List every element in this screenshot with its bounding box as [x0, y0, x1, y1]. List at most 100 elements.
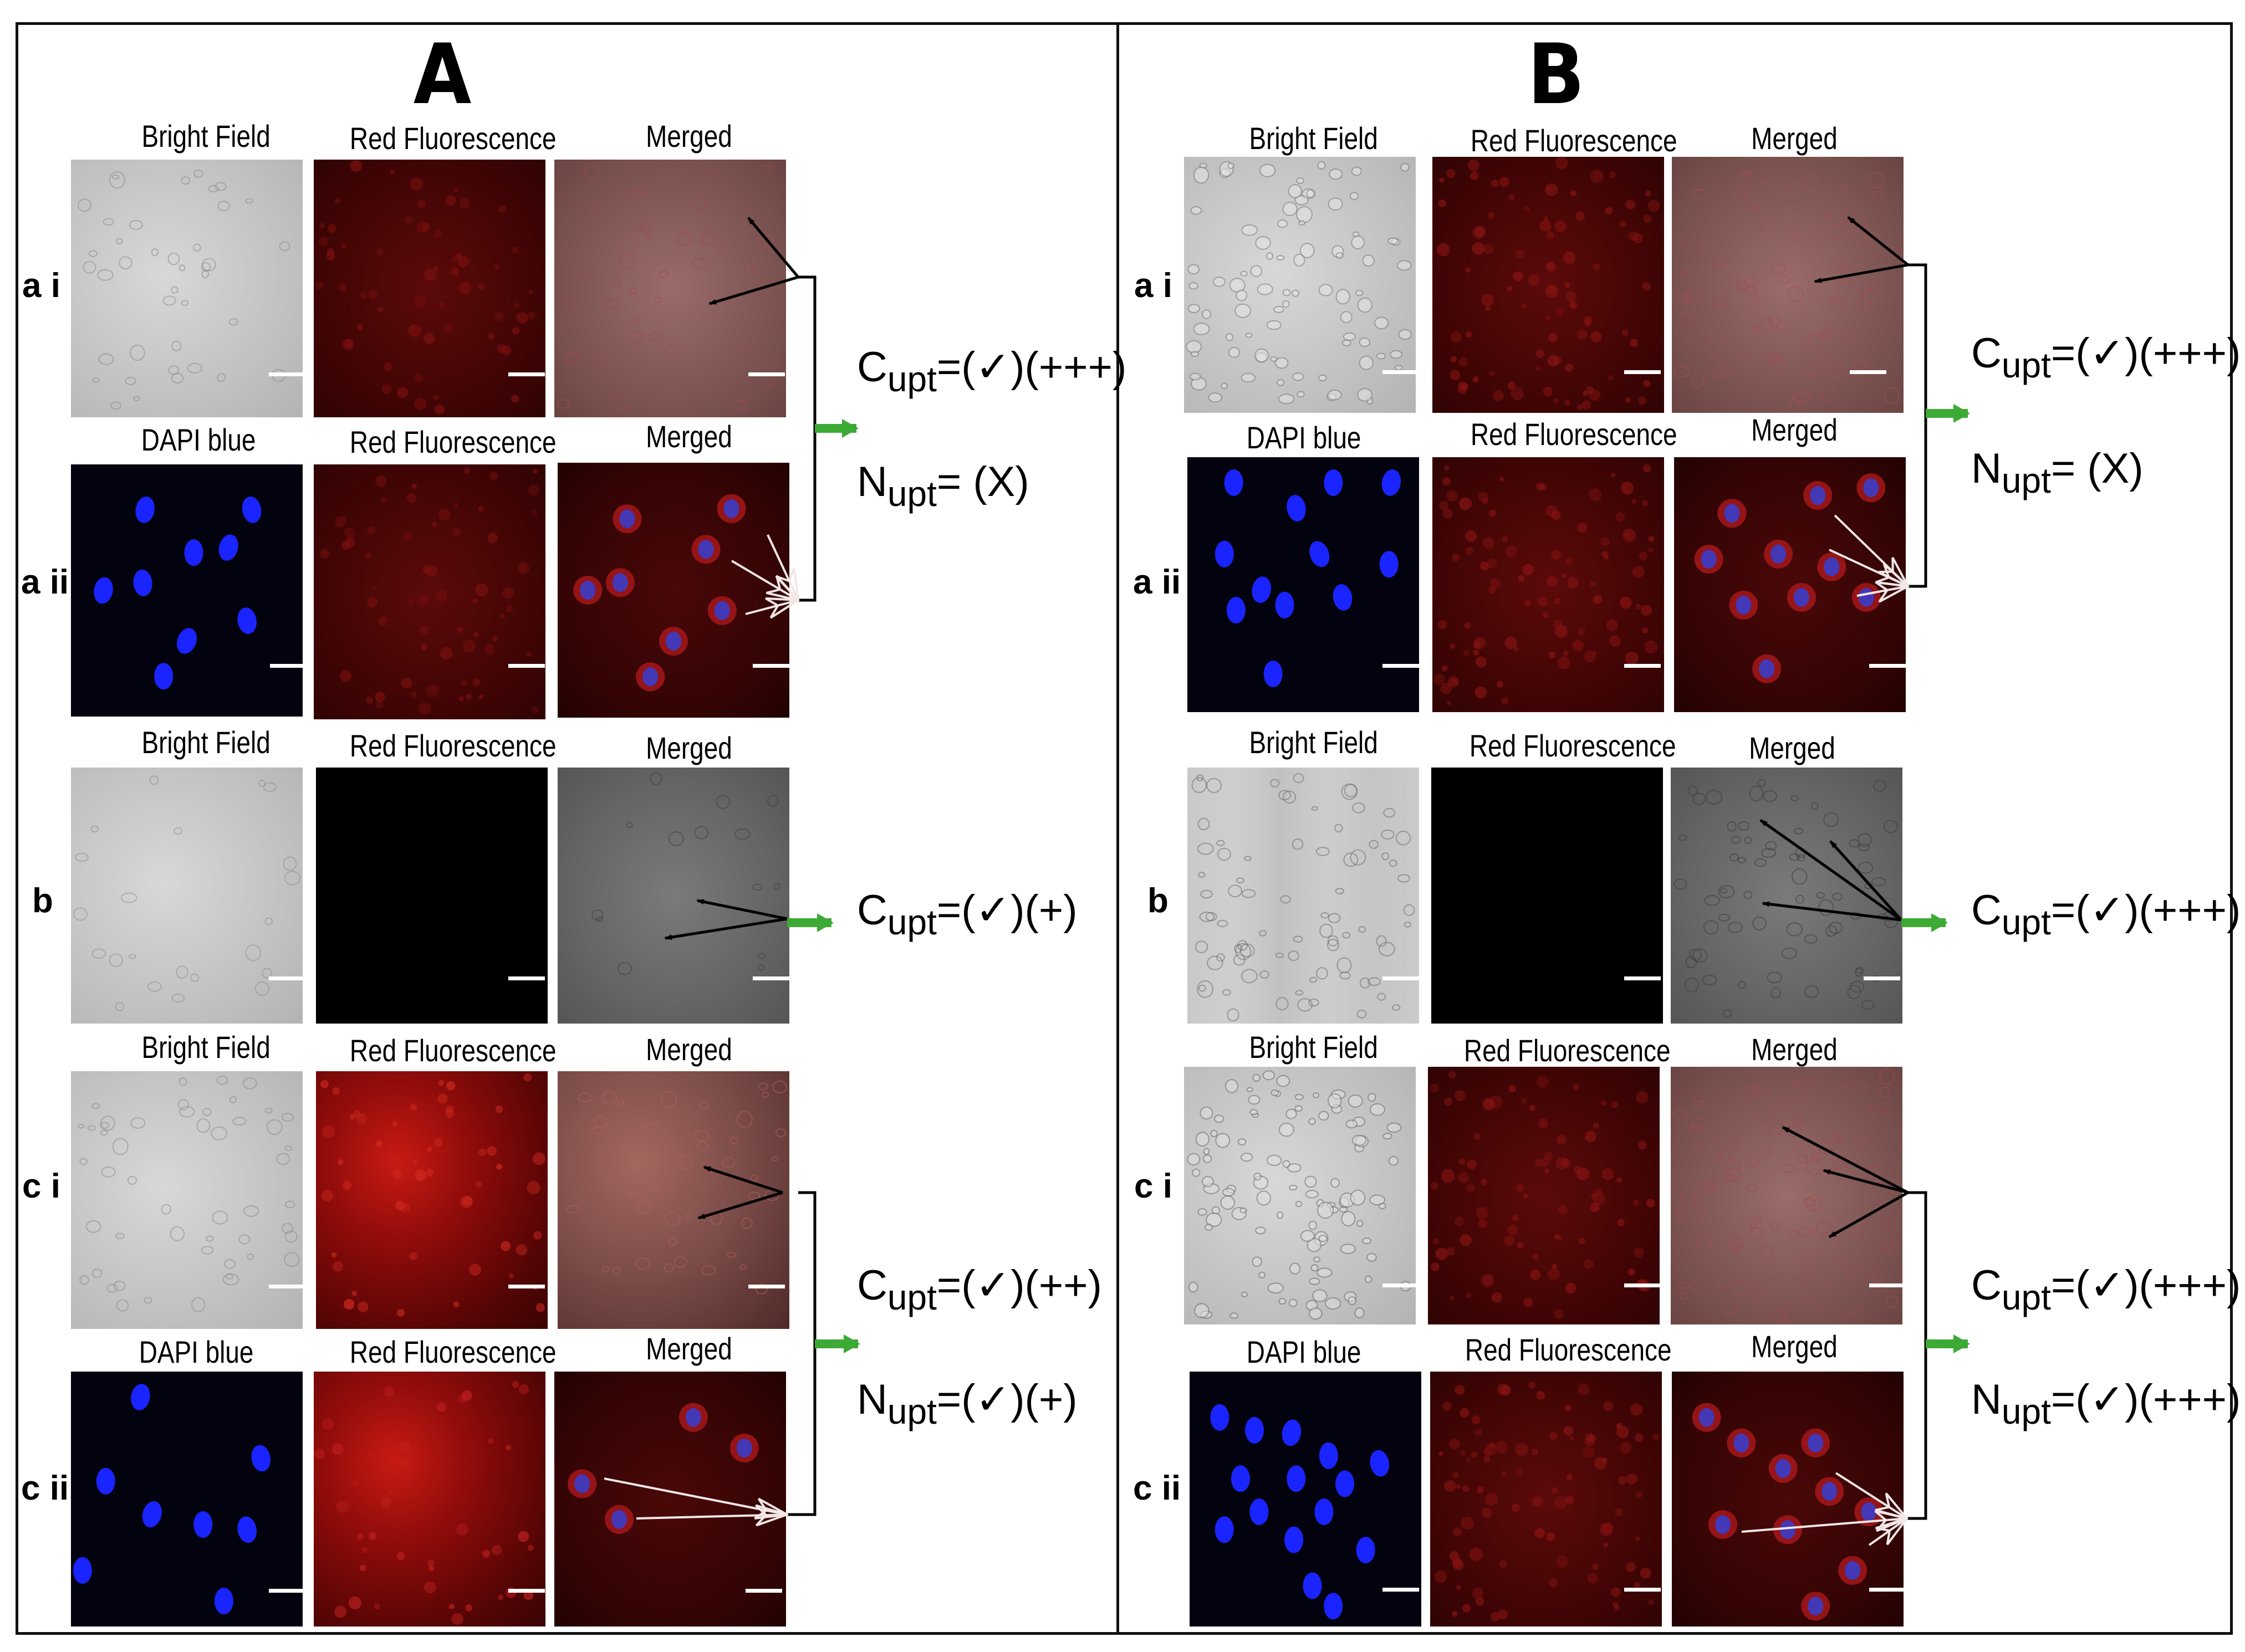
cell-mark [747, 1191, 761, 1200]
panel-title: Merged [1751, 121, 1838, 156]
fluorescence-speck [1442, 477, 1451, 486]
fluorescence-speck [478, 1148, 487, 1157]
cell-mark [762, 1091, 769, 1098]
cell-mark [1388, 1156, 1399, 1166]
panel-title: Red Fluorescence [1470, 123, 1677, 158]
cell-mark [1234, 303, 1251, 318]
cell-mark [738, 393, 749, 403]
cell-mark [1883, 820, 1899, 833]
fluorescence-speck [1545, 261, 1555, 270]
fluorescence-speck [1635, 1536, 1640, 1541]
fluorescence-speck [1552, 1264, 1558, 1269]
cell-mark [567, 1205, 580, 1214]
fluorescence-speck [1501, 697, 1509, 705]
nucleus [135, 497, 155, 523]
merged-nucleus [723, 499, 739, 518]
cell-mark [245, 198, 254, 204]
cell-mark [1334, 824, 1343, 833]
fluorescence-speck [1454, 1216, 1465, 1226]
fluorescence-speck [1545, 186, 1552, 192]
cell-mark [1238, 1138, 1247, 1145]
fluorescence-speck [407, 493, 417, 503]
fluorescence-speck [1592, 1192, 1606, 1205]
cell-mark [1823, 812, 1839, 827]
fluorescence-speck [353, 1110, 361, 1118]
nucleus [131, 1384, 150, 1410]
cell-mark [1297, 998, 1313, 1012]
fluorescence-speck [1491, 1292, 1502, 1303]
cell-mark [744, 262, 755, 273]
fluorescence-speck [358, 1301, 369, 1312]
fluorescence-speck [351, 1291, 358, 1296]
cell-mark [1747, 1085, 1759, 1095]
cell-mark [1350, 1189, 1366, 1206]
cell-mark [772, 1080, 787, 1093]
cell-mark [1684, 296, 1692, 303]
cell-mark [1259, 930, 1267, 937]
cell-mark [1394, 365, 1403, 371]
cell-mark [1751, 324, 1760, 333]
cell-mark [1278, 1122, 1294, 1137]
fluorescence-speck [414, 295, 426, 308]
fluorescence-speck [488, 1438, 494, 1444]
fluorescence-speck [1450, 643, 1455, 649]
cell-mark [1278, 1298, 1287, 1305]
fluorescence-speck [331, 1443, 344, 1455]
fluorescence-speck [1639, 551, 1647, 560]
cell-mark [1680, 1292, 1688, 1301]
fluorescence-speck [502, 587, 514, 599]
cell-mark [162, 295, 176, 306]
cell-mark [1673, 365, 1690, 377]
n-uptake-annotation: Nupt=(✓)(+) [857, 1376, 1078, 1431]
cell-mark [243, 1205, 259, 1217]
cell-mark [1202, 1154, 1212, 1163]
cell-mark [1188, 282, 1198, 290]
fluorescence-speck [1564, 282, 1570, 288]
panel-title: Red Fluorescence [349, 1334, 557, 1369]
c-uptake-annotation: Cupt=(✓)(+++) [1971, 330, 2241, 385]
cell-mark [715, 242, 722, 248]
cell-mark [1369, 1103, 1385, 1116]
fluorescence-speck [531, 706, 538, 713]
fluorescence-speck [1546, 1532, 1555, 1541]
cell-mark [1677, 236, 1686, 245]
cell-mark [1767, 971, 1783, 984]
cell-mark [1329, 168, 1343, 180]
merged-image [558, 768, 789, 1024]
fluorescence-speck [1611, 1101, 1618, 1108]
cell-mark [563, 352, 580, 364]
cell-mark [1729, 1237, 1743, 1250]
fluorescence-speck [1564, 1404, 1572, 1411]
cell-mark [626, 821, 633, 828]
cell-mark [171, 994, 185, 1003]
cell-mark [100, 1122, 110, 1129]
fluorescence-speck [1508, 1085, 1516, 1092]
fluorescence-speck [1507, 1224, 1518, 1235]
scale-bar [1850, 370, 1886, 374]
panel-title: Red Fluorescence [1465, 1332, 1672, 1367]
cell-mark [178, 1077, 187, 1086]
fluorescence-speck [1634, 1582, 1640, 1588]
n-uptake-annotation: Nupt=(✓)(+++) [1971, 1376, 2241, 1431]
fluorescence-speck [1476, 1206, 1488, 1219]
cell-mark [1879, 1086, 1891, 1098]
fluorescence-speck [368, 1451, 374, 1457]
fluorescence-speck [1584, 320, 1590, 326]
cell-mark [1248, 1094, 1261, 1105]
cell-mark [1810, 801, 1819, 810]
fluorescence-speck [1600, 1100, 1606, 1106]
fluorescence-speck [1581, 400, 1591, 410]
red-fluorescence-image [1428, 1067, 1660, 1324]
cell-mark [584, 163, 599, 178]
cell-mark [1255, 236, 1271, 250]
cell-mark [1810, 1077, 1819, 1083]
fluorescence-speck [1578, 1237, 1585, 1245]
cell-mark [701, 1265, 716, 1276]
fluorescence-speck [1611, 1587, 1621, 1597]
fluorescence-speck [1452, 1527, 1462, 1537]
fluorescence-speck [1641, 605, 1652, 616]
merged-nucleus [1845, 1561, 1861, 1580]
cell-mark [1695, 1100, 1705, 1109]
cell-mark [1220, 1195, 1235, 1210]
fluorescence-speck [437, 1093, 448, 1104]
